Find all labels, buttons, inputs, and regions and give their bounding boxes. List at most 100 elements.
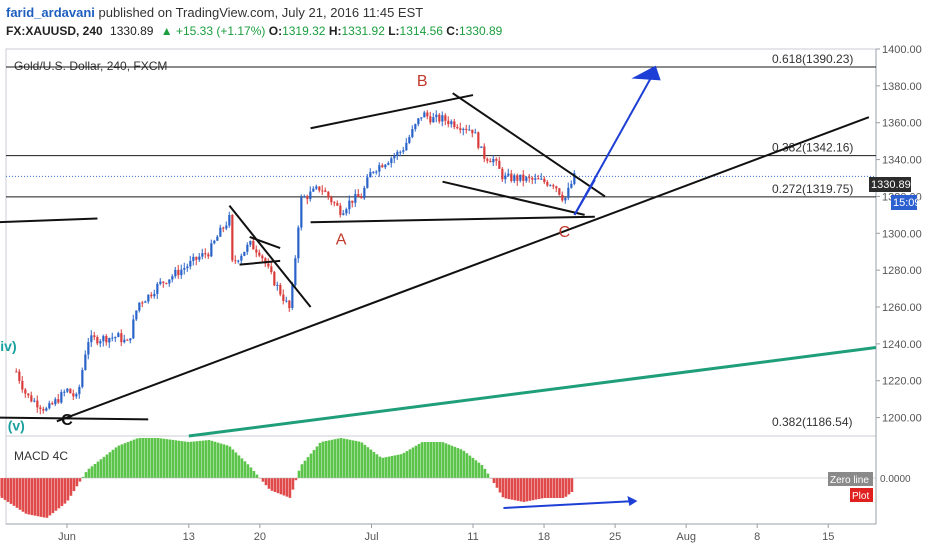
macd-bar <box>27 478 31 515</box>
macd-bar <box>339 438 343 478</box>
fib-level-label: 0.618(1390.23) <box>772 52 853 66</box>
candle-body <box>489 160 492 163</box>
candle-body <box>348 200 351 210</box>
macd-bar <box>477 462 481 478</box>
candle-body <box>333 202 336 204</box>
candle-body <box>525 177 528 181</box>
time-tick-label: Jun <box>58 531 76 543</box>
candle-body <box>447 120 450 125</box>
wedge-lower-line[interactable] <box>442 180 585 216</box>
candle-body <box>357 194 360 197</box>
candle-body <box>282 294 285 302</box>
time-axis[interactable]: Jun 13 20 Jul 11 18 25 Aug 8 15 <box>58 524 834 543</box>
macd-bar <box>531 478 535 501</box>
macd-bar <box>372 451 376 478</box>
macd-bar <box>159 438 163 478</box>
last-price-tag <box>869 177 911 192</box>
candle-body <box>402 150 405 152</box>
flag-line-upper[interactable] <box>228 205 312 308</box>
long-term-trendline[interactable] <box>188 346 877 438</box>
major-trendline[interactable] <box>56 116 870 423</box>
candle-body <box>93 335 96 338</box>
price-tick-label: 1400.00 <box>882 44 922 56</box>
price-tick-label: 1380.00 <box>882 81 922 93</box>
macd-bar <box>216 442 220 478</box>
fibonacci-levels[interactable]: 0.618(1390.23) 0.382(1342.16) 0.272(1319.7… <box>6 52 876 429</box>
candle-body <box>159 281 162 284</box>
channel-top-line[interactable] <box>310 94 474 130</box>
macd-histogram <box>0 438 876 518</box>
wave-label: B <box>417 73 428 90</box>
macd-bar <box>429 442 433 478</box>
macd-bar <box>558 478 562 498</box>
macd-bar <box>480 465 484 478</box>
support-line[interactable] <box>0 416 149 421</box>
macd-bar <box>201 440 205 478</box>
wave-labels: B A C (iv) (v) C <box>0 73 570 434</box>
macd-bar <box>243 461 247 478</box>
candle-body <box>249 241 252 245</box>
projection-base-line[interactable] <box>573 179 596 216</box>
macd-bar <box>177 440 181 478</box>
price-axis[interactable]: 1200.00 1220.00 1240.00 1260.00 1280.00 1300.… <box>876 44 922 425</box>
macd-bar <box>312 450 316 478</box>
candle-body <box>180 269 183 276</box>
macd-bar <box>324 440 328 478</box>
wedge-upper-line[interactable] <box>452 92 606 198</box>
macd-bar <box>447 444 451 478</box>
candle-body <box>75 394 78 397</box>
macd-bar <box>249 467 253 478</box>
plot-tag[interactable] <box>850 488 873 502</box>
candle-body <box>48 403 51 409</box>
macd-bar <box>210 440 214 478</box>
trend-drawings[interactable] <box>0 65 877 438</box>
macd-bar <box>135 438 139 478</box>
macd-bar <box>456 448 460 478</box>
symbol-label[interactable]: FX:XAUUSD, 240 <box>6 24 103 38</box>
macd-bar <box>90 466 94 478</box>
candle-body <box>240 255 243 261</box>
macd-bar <box>162 438 166 478</box>
candle-body <box>501 168 504 180</box>
macd-arrow-line[interactable] <box>503 500 636 509</box>
candle-body <box>105 336 108 343</box>
macd-bar <box>534 478 538 500</box>
candle-body <box>66 388 69 392</box>
candle-body <box>471 129 474 134</box>
candle-body <box>516 175 519 181</box>
author-link[interactable]: farid_ardavani <box>6 5 95 20</box>
macd-bar <box>219 443 223 478</box>
last-price-tag-text: 1330.89 <box>871 179 911 191</box>
fib-level-label: 0.272(1319.75) <box>772 182 853 196</box>
candle-body <box>495 158 498 161</box>
candle-body <box>417 118 420 125</box>
candle-body <box>120 333 123 343</box>
candle-body <box>519 174 522 181</box>
resistance-stub-line[interactable] <box>0 217 98 224</box>
flag-line-b[interactable] <box>239 259 281 266</box>
candle-body <box>204 253 207 255</box>
open-label: O: <box>268 24 283 38</box>
zero-line-tag[interactable] <box>828 472 873 486</box>
macd-bar <box>84 472 88 478</box>
macd-bar <box>171 439 175 478</box>
candle-body <box>285 300 288 302</box>
candle-body <box>216 236 219 241</box>
abc-base-line[interactable] <box>310 215 595 224</box>
published-text: published on TradingView.com, July 21, 2… <box>94 5 424 20</box>
candle-body <box>564 197 567 201</box>
macd-bar <box>363 444 367 478</box>
macd-bar <box>270 478 274 491</box>
candle-body <box>324 190 327 192</box>
macd-bar <box>516 478 520 501</box>
candle-body <box>531 178 534 180</box>
candle-body <box>570 183 573 188</box>
macd-bar <box>231 449 235 478</box>
candle-body <box>24 389 27 394</box>
candle-body <box>522 174 525 181</box>
candle-body <box>393 155 396 159</box>
flag-line-a[interactable] <box>249 236 281 249</box>
time-tick-label: 18 <box>538 531 550 543</box>
macd-bar <box>240 458 244 478</box>
